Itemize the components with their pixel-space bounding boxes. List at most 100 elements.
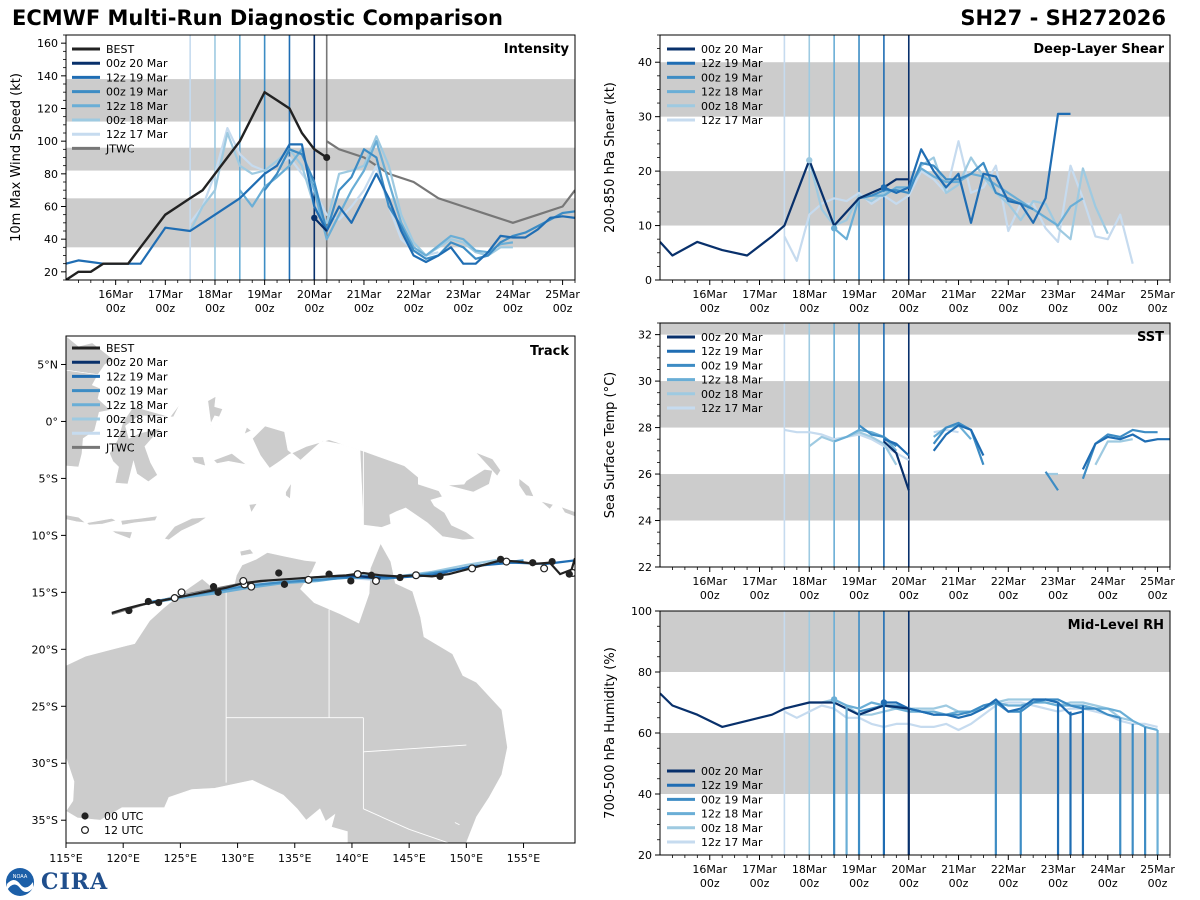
legend-label: 12z 18 Mar [106,399,168,412]
series-line [883,440,910,491]
series-line [783,140,1134,264]
threshold-band [660,611,1170,672]
y-tick-label: 120 [37,103,58,116]
position-00utc [214,588,222,596]
init-marker [880,699,888,706]
position-12utc [304,575,313,584]
lon-tick-label: 125°E [164,852,197,865]
solomon-2 [560,506,575,517]
flores [120,515,159,526]
position-00utc [529,559,537,567]
lon-tick-label: 115°E [49,852,82,865]
x-tick-label: 00z [700,302,720,315]
shear-panel: 01020304016Mar00z17Mar00z18Mar00z19Mar00… [603,34,1175,315]
y-tick-label: 80 [44,168,58,181]
y-tick-label: 40 [638,788,652,801]
position-00utc [436,572,444,580]
x-tick-label: 17Mar [742,575,777,588]
position-00utc [280,580,289,588]
x-tick-label: 25Mar [1140,575,1175,588]
border-line [454,822,460,826]
init-marker [830,225,838,232]
init-marker [880,184,888,191]
lon-tick-label: 150°E [450,852,483,865]
x-tick-label: 00z [155,302,175,315]
position-12utc [412,571,421,580]
position-12utc [239,576,248,585]
x-tick-label: 23Mar [1041,575,1076,588]
legend-label: 00z 20 Mar [701,43,763,56]
threshold-band [660,323,1170,335]
seram [213,453,247,465]
y-tick-label: 22 [638,561,652,574]
position-12utc [170,594,179,603]
x-tick-label: 25Mar [1140,288,1175,301]
x-tick-label: 20Mar [891,863,926,876]
position-00utc [125,606,133,615]
series-line [66,143,575,265]
noaa-label: NOAA [13,874,28,880]
new-britain [446,468,493,493]
lon-tick-label: 130°E [221,852,254,865]
sumba [110,530,133,540]
cira-wordmark: CIRA [41,869,109,895]
legend-label: 12z 17 Mar [701,836,763,849]
plot-area [66,35,575,280]
lon-tick-label: 140°E [335,852,368,865]
position-00utc [367,571,375,579]
legend-label: 12z 17 Mar [106,427,168,440]
threshold-band [66,79,575,122]
x-tick-label: 21Mar [941,288,976,301]
panel-title: SST [1137,330,1164,345]
storm-id: SH27 - SH272026 [960,6,1166,30]
x-tick-label: 00z [998,877,1018,890]
x-tick-label: 00z [453,302,473,315]
x-tick-label: 00z [849,589,869,602]
legend-label: JTWC [105,142,135,155]
x-tick-label: 00z [1098,877,1118,890]
x-tick-label: 22Mar [991,288,1026,301]
x-tick-label: 00z [1048,877,1068,890]
intensity-panel: 2040608010012014016016Mar00z17Mar00z18Ma… [9,34,580,315]
legend-label: 00z 18 Mar [701,388,763,401]
x-tick-label: 00z [849,877,869,890]
border-line [363,808,410,830]
panel-title: Track [530,344,569,359]
waigeo [243,426,252,435]
lat-tick-label: 20°S [32,643,58,656]
legend-label: 12z 18 Mar [701,374,763,387]
x-tick-label: 16Mar [692,863,727,876]
series-line [189,131,513,257]
y-tick-label: 40 [638,56,652,69]
y-axis-label: 10m Max Wind Speed (kt) [9,73,24,242]
australia [66,542,508,843]
x-tick-label: 18Mar [792,575,827,588]
new-ireland [475,451,502,477]
lon-tick-label: 120°E [106,852,139,865]
y-tick-label: 160 [37,37,58,50]
sst-panel: 22242628303216Mar00z17Mar00z18Mar00z19Ma… [603,322,1175,602]
legend-label: 00z 19 Mar [106,86,168,99]
legend-label: 00z 19 Mar [701,793,763,806]
x-tick-label: 21Mar [941,575,976,588]
series-line [660,692,909,728]
x-tick-label: 00z [700,589,720,602]
x-tick-label: 00z [354,302,374,315]
legend-label: 12z 17 Mar [106,128,168,141]
threshold-band [66,147,575,171]
legend-dot-00 [81,812,89,820]
legend-label: JTWC [105,441,135,454]
x-tick-label: 18Mar [198,288,233,301]
tanimbar [248,503,258,514]
legend-label: 12 UTC [104,824,144,837]
x-tick-label: 24Mar [1090,863,1125,876]
x-tick-label: 25Mar [1140,863,1175,876]
x-tick-label: 00z [899,302,919,315]
x-tick-label: 00z [750,589,770,602]
position-00utc [548,557,556,566]
legend-label: 00z 20 Mar [701,331,763,344]
x-tick-label: 24Mar [1090,575,1125,588]
